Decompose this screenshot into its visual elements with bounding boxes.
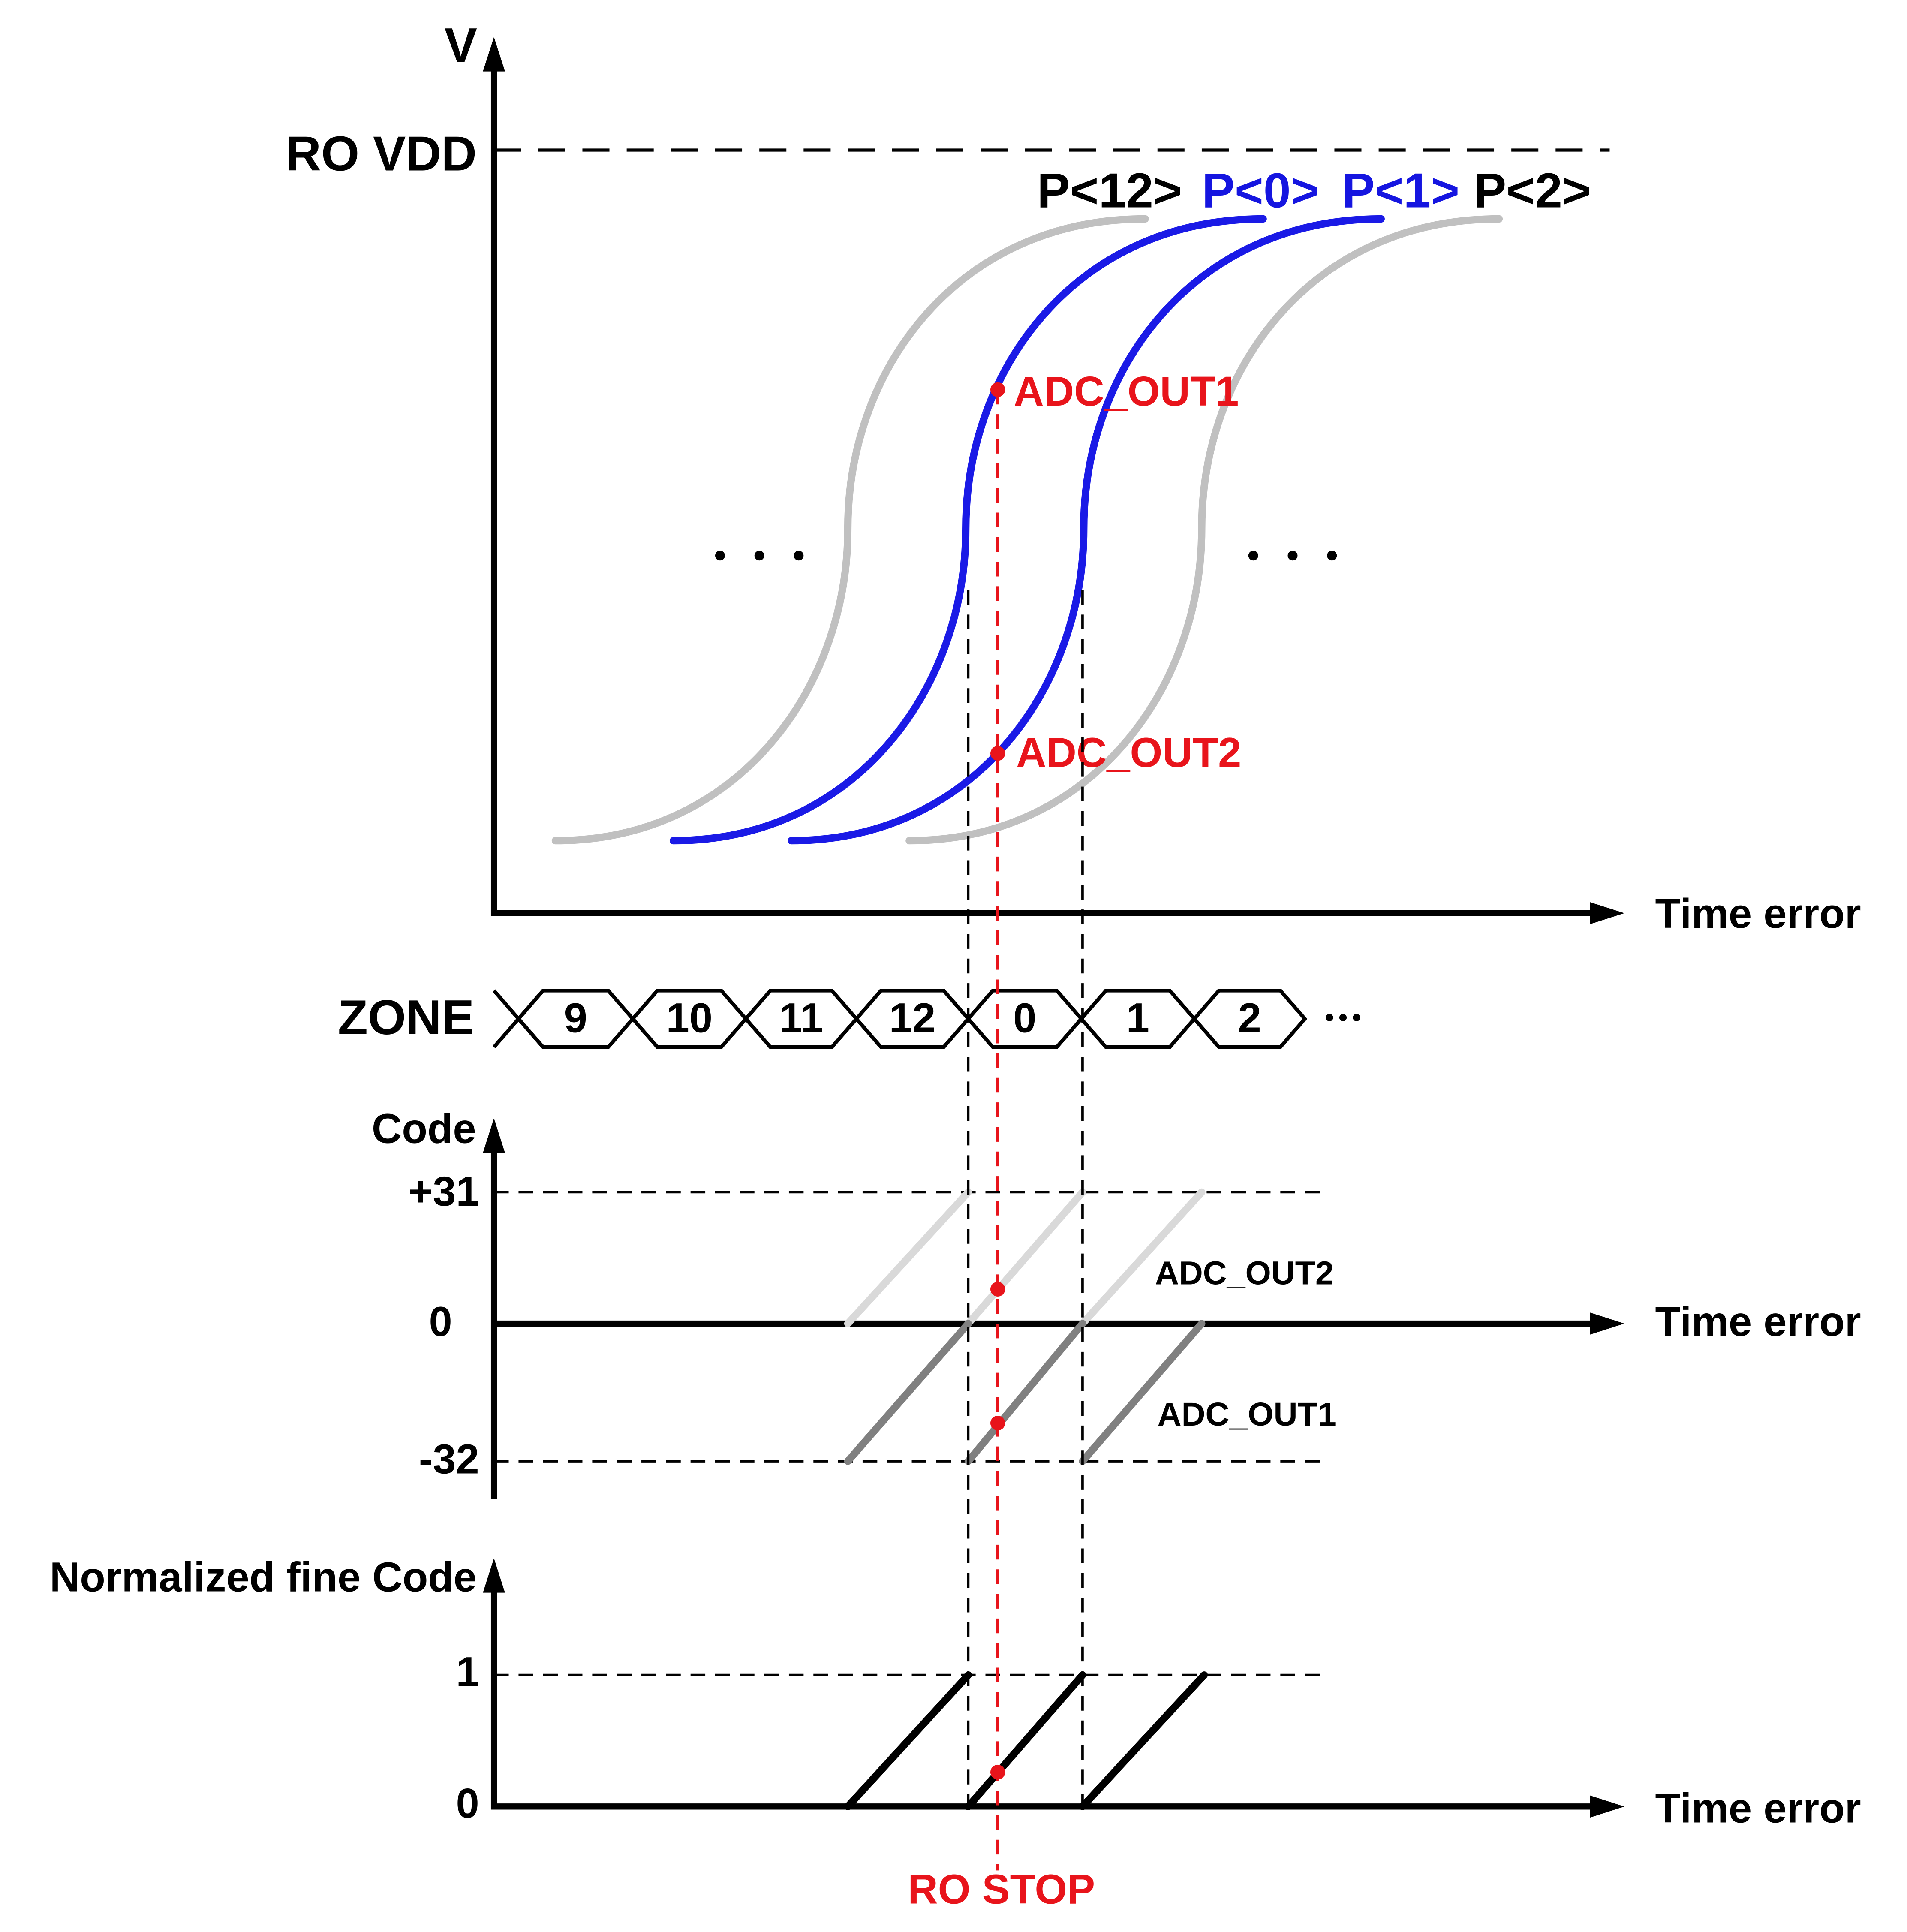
code-ramp xyxy=(844,1188,1206,1327)
zone-cell-label: 11 xyxy=(779,995,823,1041)
x-label: Time error xyxy=(1655,1298,1861,1345)
zone-cell-label: 0 xyxy=(1013,995,1036,1041)
marker-label: RO STOP xyxy=(908,1866,1095,1913)
zone-cells xyxy=(492,989,1308,1049)
arrow xyxy=(483,1558,505,1593)
point-label: ADC_OUT2 xyxy=(1016,729,1241,776)
zone-label: ZONE xyxy=(338,990,474,1045)
tick-label: -32 xyxy=(419,1436,479,1483)
code-ramp xyxy=(844,1320,1206,1465)
phase-curve xyxy=(905,215,1503,845)
tick-label: +31 xyxy=(408,1168,479,1215)
zone-cell-label: 2 xyxy=(1238,995,1261,1041)
phase-label: P<0> xyxy=(1202,163,1319,218)
zone-cell-label: 1 xyxy=(1126,995,1149,1041)
arrow xyxy=(483,1118,505,1153)
fine-ramp xyxy=(844,1671,1208,1810)
zone-cell xyxy=(1192,989,1308,1049)
axes xyxy=(490,1137,1597,1499)
level-label: RO VDD xyxy=(286,126,477,181)
phase-curve xyxy=(788,215,1385,845)
annotation: ADC_OUT2 xyxy=(1155,1255,1334,1292)
zone-cell-label: 12 xyxy=(889,995,935,1041)
zone-cell-label: 10 xyxy=(666,995,713,1041)
y-label: Code xyxy=(372,1105,476,1152)
axes xyxy=(490,1579,1597,1810)
sample-points xyxy=(990,382,1005,1780)
arrow xyxy=(1590,902,1624,924)
phase-label: P<2> xyxy=(1474,163,1591,218)
y-label: Normalized fine Code xyxy=(50,1554,477,1601)
phase-curve xyxy=(551,215,1149,845)
ellipsis xyxy=(715,551,1337,561)
x-label: Time error xyxy=(1655,1785,1861,1832)
phase-curve xyxy=(669,215,1267,845)
phase-label: P<12> xyxy=(1037,163,1182,218)
phase-label: P<1> xyxy=(1342,163,1459,218)
arrow xyxy=(483,37,505,72)
x-label: Time error xyxy=(1655,890,1861,937)
tick-label: 1 xyxy=(456,1648,479,1695)
arrow xyxy=(1590,1795,1624,1818)
point-label: ADC_OUT1 xyxy=(1014,368,1239,415)
zone-cell-label: 9 xyxy=(564,995,587,1041)
tick-label: 0 xyxy=(429,1298,452,1345)
arrow xyxy=(1590,1312,1624,1335)
zone-more xyxy=(1326,1014,1360,1021)
annotation: ADC_OUT1 xyxy=(1158,1396,1336,1433)
y-label: V xyxy=(445,18,477,73)
axes xyxy=(490,55,1597,916)
tick-label: 0 xyxy=(456,1780,479,1827)
